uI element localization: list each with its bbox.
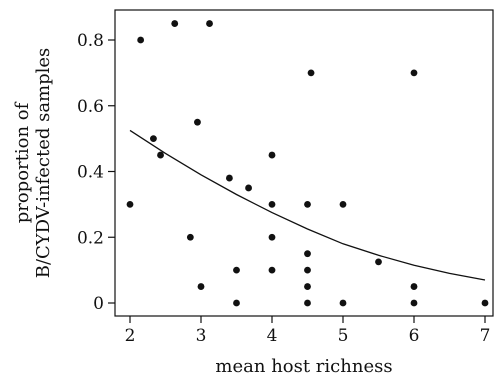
fit-curve [129, 129, 486, 281]
y-axis-label: proportion of B/CYDV-infected samples [12, 48, 54, 279]
data-points [126, 20, 489, 307]
x-tick-label: 2 [125, 326, 136, 346]
y-axis-label-line-2: B/CYDV-infected samples [33, 48, 54, 279]
data-point [126, 200, 134, 208]
data-point [268, 266, 276, 274]
y-tick-label: 0.4 [77, 163, 104, 183]
data-point [304, 283, 311, 290]
data-point [268, 200, 276, 208]
y-axis-label-line-1: proportion of [12, 101, 33, 223]
x-tick-label: 3 [196, 326, 207, 346]
data-point [304, 250, 311, 258]
x-axis-label: mean host richness [215, 356, 392, 376]
data-point [137, 36, 145, 44]
y-tick-label: 0.2 [77, 228, 104, 248]
data-point [339, 299, 347, 307]
data-point [268, 233, 276, 241]
data-point [233, 299, 240, 307]
y-axis: 0 0.2 0.4 0.6 0.8 [77, 31, 115, 314]
data-point [307, 69, 315, 77]
data-point [245, 184, 252, 192]
data-point [375, 258, 382, 266]
y-tick-label: 0.6 [77, 97, 104, 117]
data-point [171, 20, 179, 27]
data-point [410, 299, 418, 307]
data-point [339, 200, 347, 208]
y-tick-label: 0 [93, 294, 104, 314]
data-point [194, 118, 201, 126]
data-point [410, 69, 418, 77]
x-tick-label: 7 [480, 326, 491, 346]
data-point [410, 283, 418, 290]
data-point [304, 200, 311, 208]
x-axis: 2 3 4 5 6 7 [125, 316, 491, 346]
data-point [206, 20, 213, 27]
data-point [304, 299, 311, 307]
data-point [226, 174, 233, 182]
data-point [233, 266, 240, 274]
data-point [197, 283, 205, 290]
x-tick-label: 5 [338, 326, 349, 346]
data-point [304, 266, 311, 274]
x-tick-label: 6 [409, 326, 420, 346]
data-point [157, 151, 164, 159]
data-point [186, 233, 194, 241]
data-point [268, 151, 276, 159]
y-tick-label: 0.8 [77, 31, 104, 51]
data-point [481, 299, 489, 307]
plot-area-frame [114, 9, 494, 317]
x-tick-label: 4 [267, 326, 278, 346]
data-point [150, 135, 157, 143]
